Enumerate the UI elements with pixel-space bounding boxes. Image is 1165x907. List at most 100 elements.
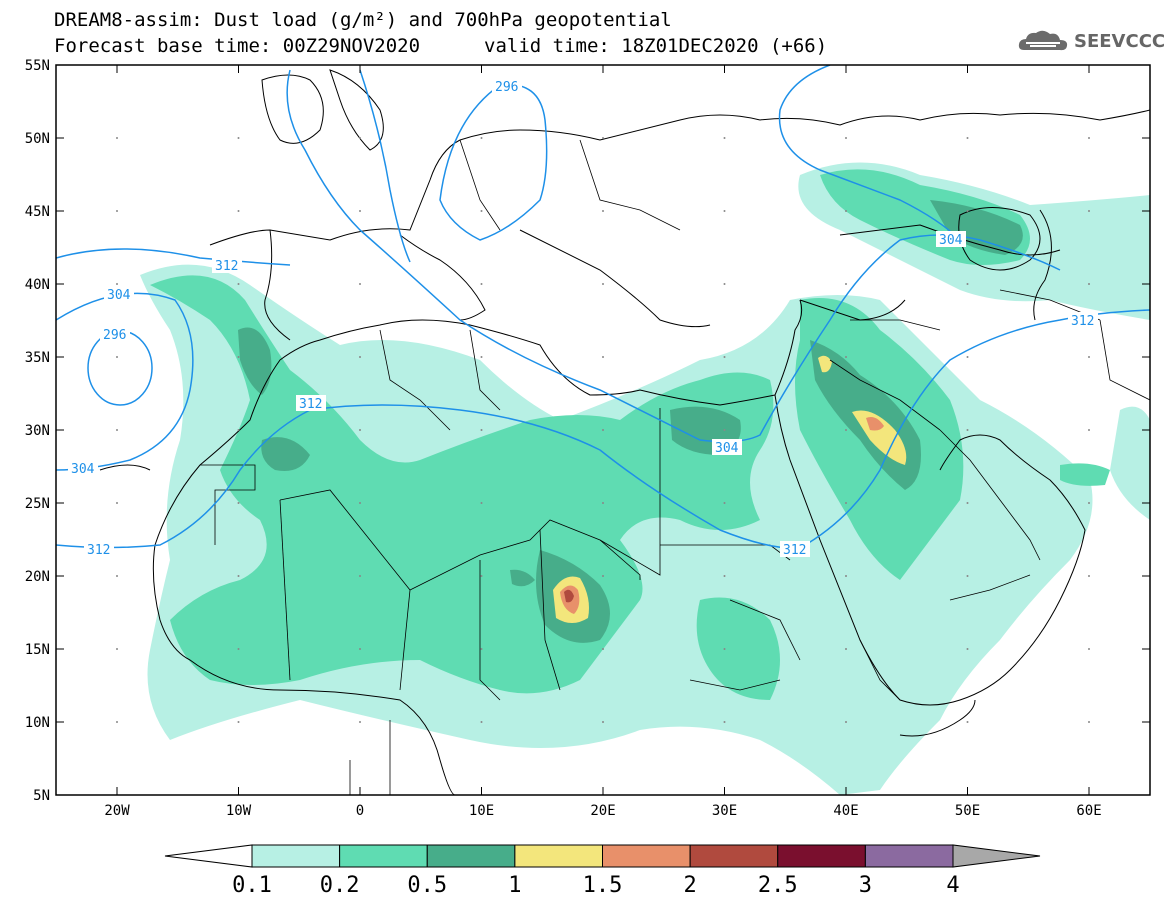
contour-label: 312 (299, 397, 322, 412)
grid-dot (480, 502, 483, 504)
lon-label: 0 (356, 803, 364, 819)
forecast-base-time: Forecast base time: 00Z29NOV2020 (54, 35, 421, 57)
grid-dot (237, 575, 240, 577)
grid-dot (845, 283, 847, 285)
grid-dot (966, 137, 969, 139)
colorbar-high-arrow (952, 844, 1041, 868)
grid-dot (480, 721, 483, 723)
grid-dot (480, 648, 483, 650)
lon-label: 20W (104, 803, 130, 819)
contour-label: 296 (103, 328, 126, 343)
grid-dot (116, 356, 118, 358)
grid-dot (966, 429, 969, 431)
colorbar-label: 2 (684, 873, 697, 898)
grid-dot (237, 356, 240, 358)
grid-dot (602, 137, 604, 139)
grid-dot (602, 502, 604, 504)
colorbar-swatch (689, 844, 779, 868)
contour-label: 312 (783, 543, 806, 558)
lon-label: 30E (712, 803, 737, 819)
grid-dot (602, 429, 604, 431)
grid-dot (723, 137, 726, 139)
grid-dot (1088, 137, 1090, 139)
grid-dot (359, 137, 361, 139)
lat-label: 35N (25, 350, 50, 366)
grid-dot (116, 648, 118, 650)
grid-dot (966, 356, 969, 358)
grid-dot (1088, 356, 1090, 358)
colorbar-label: 3 (859, 873, 872, 898)
grid-dot (359, 210, 361, 212)
lat-label: 5N (33, 788, 50, 804)
grid-dot (116, 210, 118, 212)
grid-dots (116, 137, 1090, 723)
grid-dot (359, 356, 361, 358)
grid-dot (237, 721, 240, 723)
chart-title-line1: DREAM8-assim: Dust load (g/m²) and 700hP… (54, 9, 672, 31)
latitude-axis: 55N 50N 45N 40N 35N 30N 25N 20N 15N 10N 5N (25, 58, 1150, 804)
logo-text: SEEVCCC (1074, 31, 1165, 52)
grid-dot (237, 648, 240, 650)
contour-label: 312 (87, 543, 110, 558)
seevccc-logo: SEEVCCC (1016, 26, 1165, 56)
lat-label: 20N (25, 569, 50, 585)
lon-label: 20E (590, 803, 615, 819)
grid-dot (966, 283, 969, 285)
grid-dot (602, 356, 604, 358)
grid-dot (602, 648, 604, 650)
grid-dot (237, 210, 240, 212)
lat-label: 30N (25, 423, 50, 439)
grid-dot (723, 575, 726, 577)
grid-dot (359, 502, 361, 504)
colorbar-swatch (602, 844, 691, 868)
colorbar-swatch (514, 844, 603, 868)
colorbar-swatch (339, 844, 428, 868)
grid-dot (359, 283, 361, 285)
grid-dot (602, 283, 604, 285)
grid-dot (237, 429, 240, 431)
lon-label: 10W (226, 803, 252, 819)
colorbar-label: 0.5 (407, 873, 447, 898)
grid-dot (1088, 283, 1090, 285)
colorbar-swatch (251, 844, 341, 868)
grid-dot (845, 721, 847, 723)
grid-dot (1088, 502, 1090, 504)
colorbar-low-arrow (164, 844, 253, 868)
lat-label: 15N (25, 642, 50, 658)
dust-layer-2 (564, 589, 574, 603)
grid-dot (966, 502, 969, 504)
grid-dot (602, 575, 604, 577)
contour-label: 296 (495, 80, 518, 95)
lon-label: 40E (833, 803, 858, 819)
contour-label: 304 (939, 233, 963, 248)
grid-dot (359, 721, 361, 723)
grid-dot (480, 429, 483, 431)
contour-label: 312 (215, 259, 238, 274)
grid-dot (1088, 575, 1090, 577)
contour-label: 304 (71, 462, 95, 477)
grid-dot (723, 429, 726, 431)
lon-label: 50E (955, 803, 980, 819)
lat-label: 50N (25, 131, 50, 147)
contour-label: 304 (107, 288, 131, 303)
grid-dot (845, 502, 847, 504)
cloud-icon (1018, 30, 1068, 51)
grid-dot (237, 283, 240, 285)
grid-dot (480, 356, 483, 358)
grid-dot (845, 356, 847, 358)
grid-dot (1088, 648, 1090, 650)
lat-label: 55N (25, 58, 50, 74)
contour-labels: 296 304 312 312 296 304 312 304 312 304 … (68, 78, 1098, 558)
grid-dot (966, 575, 969, 577)
grid-dot (116, 137, 118, 139)
grid-dot (966, 648, 969, 650)
lat-label: 45N (25, 204, 50, 220)
grid-dot (966, 721, 969, 723)
colorbar-label: 4 (946, 873, 959, 898)
grid-dot (723, 721, 726, 723)
grid-dot (845, 429, 847, 431)
lat-label: 10N (25, 715, 50, 731)
coastlines (99, 69, 1150, 795)
grid-dot (237, 502, 240, 504)
